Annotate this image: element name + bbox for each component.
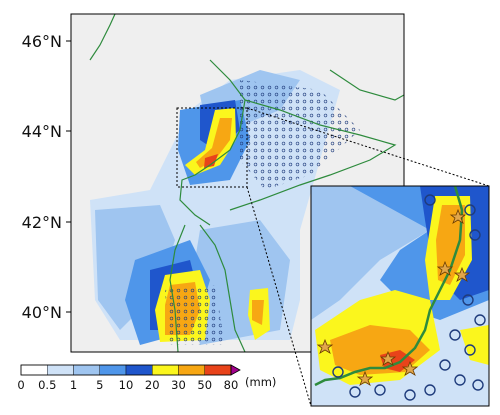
lat-label-42: 42°N <box>22 213 62 232</box>
rain-core-orange-east <box>252 300 264 325</box>
colorbar-tick-label: 1 <box>70 378 77 392</box>
colorbar-unit-label: (mm) <box>245 375 276 389</box>
colorbar-frame <box>20 364 232 376</box>
latitude-axis: 46°N 44°N 42°N 40°N <box>22 32 71 322</box>
colorbar-swatch <box>20 364 48 376</box>
colorbar: 0 0.5 1 5 10 20 30 50 80 (mm) <box>17 364 276 392</box>
rain-core-red-north <box>204 154 218 168</box>
lat-label-44: 44°N <box>22 122 62 141</box>
lat-label-40: 40°N <box>22 303 62 322</box>
station-markers-southwest <box>165 285 225 345</box>
rain-core-orange-north <box>196 118 232 168</box>
colorbar-swatch <box>204 364 232 376</box>
zoom-box <box>176 107 248 188</box>
colorbar-tick-label: 5 <box>96 378 103 392</box>
colorbar-tick-label: 50 <box>197 378 212 392</box>
colorbar-tick-label: 30 <box>171 378 186 392</box>
inset-rain-medium <box>311 186 430 320</box>
colorbar-swatches <box>20 364 232 376</box>
colorbar-swatch <box>99 364 127 376</box>
colorbar-tick-labels: 0 0.5 1 5 10 20 30 50 80 <box>17 378 238 392</box>
colorbar-swatch <box>178 364 205 376</box>
colorbar-swatch <box>125 364 153 376</box>
colorbar-tick-label: 0.5 <box>38 378 56 392</box>
main-map-panel <box>70 13 490 407</box>
colorbar-extend-arrow <box>230 364 241 376</box>
colorbar-tick-label: 0 <box>17 378 24 392</box>
colorbar-tick-label: 20 <box>145 378 160 392</box>
main-map-frame <box>70 13 405 353</box>
coastlines <box>89 14 404 352</box>
inset-rain-yellow-3 <box>460 325 489 365</box>
colorbar-tick-label: 10 <box>119 378 134 392</box>
inset-map-panel <box>310 185 490 407</box>
inset-frame <box>310 185 490 407</box>
inset-coastline <box>314 186 464 387</box>
inset-star-markers <box>316 208 471 386</box>
colorbar-swatch <box>73 364 100 376</box>
colorbar-swatch <box>152 364 179 376</box>
colorbar-tick-label: 80 <box>224 378 239 392</box>
lat-label-46: 46°N <box>22 32 62 51</box>
inset-rain-orange-1 <box>436 205 465 285</box>
inset-station-markers <box>332 194 486 401</box>
colorbar-swatch <box>47 364 74 376</box>
